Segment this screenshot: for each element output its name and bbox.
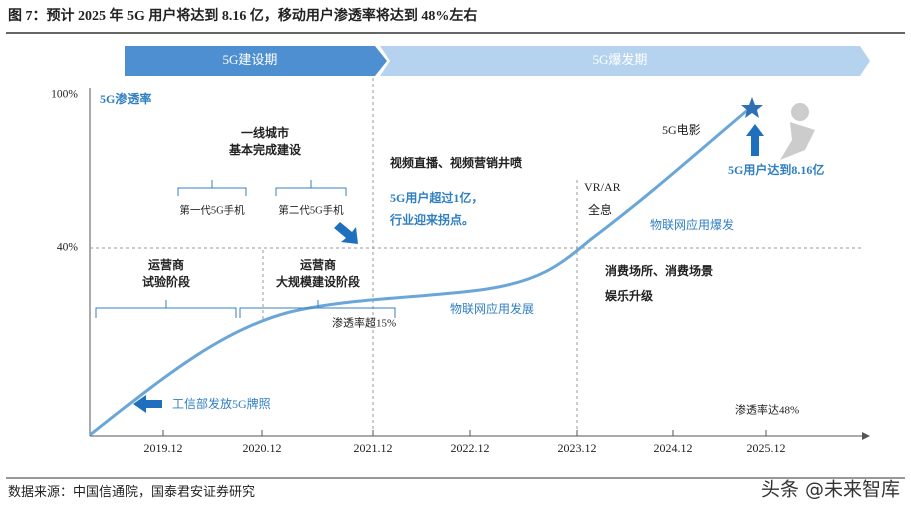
- annotation: 渗透率达48%: [735, 403, 799, 417]
- phase-banner: [380, 46, 870, 76]
- x-label: 2025.12: [747, 441, 786, 455]
- brace: [239, 300, 396, 318]
- x-label: 2022.12: [451, 441, 490, 455]
- annotation: 渗透率超15%: [332, 316, 396, 330]
- source: 数据来源：中国信通院，国泰君安证券研究: [8, 484, 255, 499]
- x-label: 2020.12: [243, 441, 282, 455]
- y-label: 100%: [51, 89, 78, 101]
- annotation: 一线城市: [241, 125, 289, 140]
- brace: [95, 300, 237, 318]
- y-label: 40%: [57, 242, 79, 254]
- annotation: 大规模建设阶段: [276, 274, 361, 289]
- annotation: 5G用户达到8.16亿: [728, 162, 824, 177]
- x-label: 2024.12: [654, 441, 693, 455]
- phase-label: 5G爆发期: [593, 52, 648, 67]
- watermark: 头条 @未来智库: [761, 479, 900, 501]
- star: [741, 97, 763, 118]
- annotation: 5G电影: [662, 123, 701, 137]
- annotation: 试验阶段: [142, 274, 191, 289]
- annotation: 工信部发放5G牌照: [172, 396, 271, 411]
- annotation: 全息: [588, 202, 612, 217]
- annotation: 行业迎来拐点。: [389, 212, 474, 227]
- growth-curve: [89, 106, 751, 437]
- annotation: 物联网应用发展: [450, 301, 534, 316]
- annotation: 运营商: [148, 257, 184, 272]
- arrow: [133, 395, 162, 413]
- figure: [780, 103, 815, 160]
- arrow: [334, 222, 358, 244]
- annotation: 第一代5G手机: [179, 203, 245, 216]
- annotation: 5G用户超过1亿，: [390, 190, 483, 205]
- annotation: 娱乐升级: [605, 288, 653, 303]
- annotation: 5G渗透率: [100, 91, 151, 106]
- annotation: 基本完成建设: [228, 142, 302, 157]
- annotation: 物联网应用爆发: [650, 217, 734, 232]
- annotation: 第二代5G手机: [278, 203, 344, 216]
- annotation: VR/AR: [584, 180, 621, 194]
- brace: [177, 180, 247, 196]
- annotation: 消费场所、消费场景: [605, 263, 713, 278]
- title: 图 7：预计 2025 年 5G 用户将达到 8.16 亿，移动用户渗透率将达到…: [8, 7, 477, 24]
- phase-banner: [125, 46, 387, 76]
- brace: [275, 180, 347, 196]
- annotation: 视频直播、视频营销井喷: [390, 155, 522, 170]
- axis-arrow: [862, 432, 870, 440]
- phase-label: 5G建设期: [223, 52, 278, 67]
- x-label: 2021.12: [354, 441, 393, 455]
- x-label: 2019.12: [144, 441, 183, 455]
- x-label: 2023.12: [558, 441, 597, 455]
- arrow: [746, 124, 764, 156]
- annotation: 运营商: [300, 257, 336, 272]
